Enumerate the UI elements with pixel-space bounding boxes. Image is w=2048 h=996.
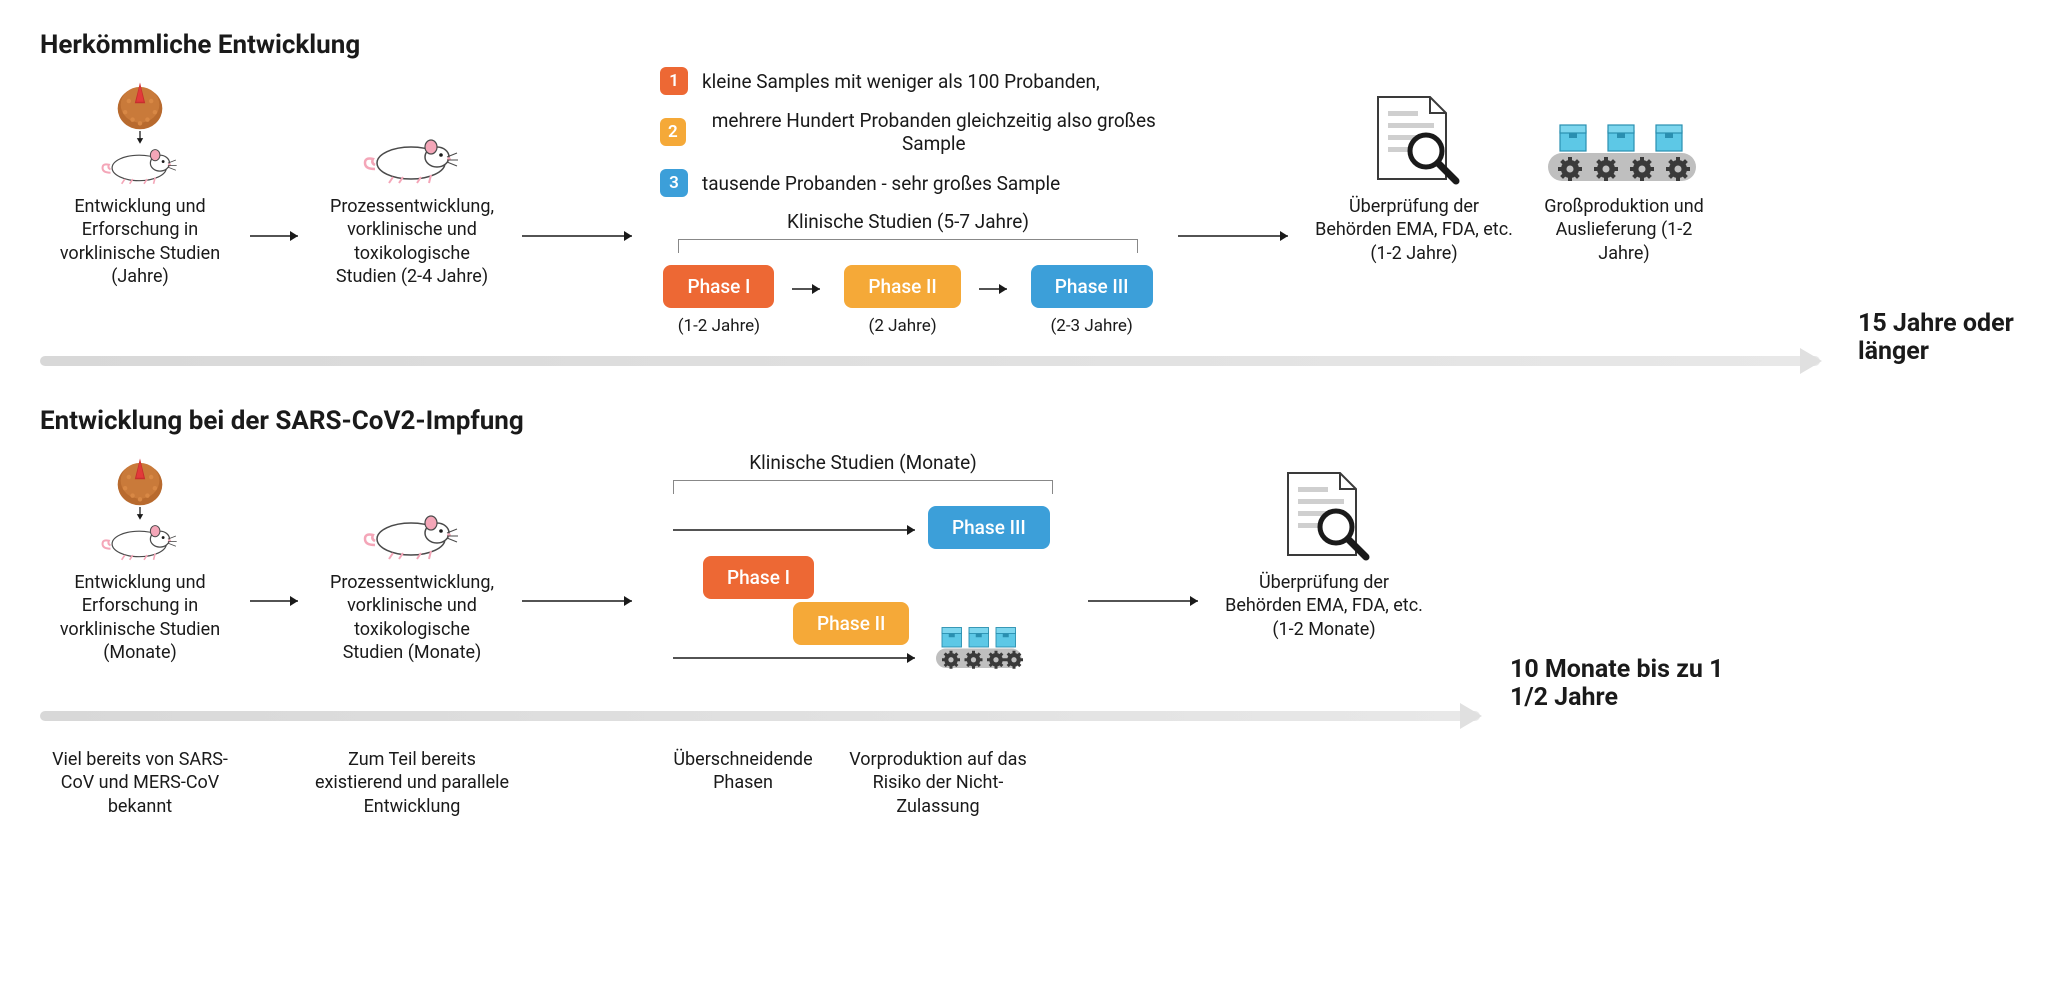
stage-research-label: Entwicklung und Erforschung in vorklinis… [50, 195, 230, 289]
phase2-pill-b: Phase II [793, 602, 909, 645]
phase3-pill: Phase III [1031, 265, 1153, 308]
phase1-pill-b: Phase I [703, 556, 814, 599]
legend-3-text: tausende Probanden - sehr großes Sample [702, 172, 1060, 195]
legend-1-text: kleine Samples mit weniger als 100 Proba… [702, 70, 1100, 93]
arrow [240, 595, 312, 607]
arrow [975, 283, 1017, 295]
legend-2: 2 mehrere Hundert Probanden gleichzeitig … [660, 109, 1168, 155]
conventional-title: Herkömmliche Entwicklung [40, 30, 2008, 60]
legend-3: 3 tausende Probanden - sehr großes Sample [660, 169, 1168, 197]
arrow [1168, 230, 1304, 242]
arrow [1078, 595, 1214, 607]
phase1-pill: Phase I [663, 265, 774, 308]
phase3-col: Phase III (2-3 Jahre) [1031, 265, 1153, 336]
stage-review-label: Überprüfung der Behörden EMA, FDA, etc. … [1314, 195, 1514, 265]
arrow [512, 230, 648, 242]
stage-review-b: Überprüfung der Behörden EMA, FDA, etc. … [1214, 451, 1434, 641]
legend-1: 1 kleine Samples mit weniger als 100 Prob… [660, 67, 1168, 95]
spike-mouse-icon [91, 75, 189, 185]
badge-3: 3 [660, 169, 688, 197]
legend-2-text: mehrere Hundert Probanden gleichzeitig a… [700, 109, 1168, 155]
phase1-col: Phase I (1-2 Jahre) [663, 265, 774, 336]
note-1: Viel bereits von SARS-CoV und MERS-CoV b… [40, 748, 240, 818]
sarscov2-section: Entwicklung bei der SARS-CoV2-Impfung En… [40, 406, 2008, 818]
stage-research: Entwicklung und Erforschung in vorklinis… [40, 75, 240, 289]
clinical-block: 1kleine Samples mit weniger als 100 Prob… [648, 75, 1168, 336]
stage-preclinical: Prozessentwicklung, vorklinische und tox… [312, 75, 512, 289]
conveyor-small-icon [933, 626, 1033, 680]
arrow [240, 230, 312, 242]
phases-row: Phase I (1-2 Jahre) Phase II (2 Jahre) P… [663, 265, 1152, 336]
sarscov2-title: Entwicklung bei der SARS-CoV2-Impfung [40, 406, 2008, 436]
note-2: Zum Teil bereits existierend und paralle… [312, 748, 512, 818]
phase1-dur: (1-2 Jahre) [678, 316, 760, 336]
phase2-dur: (2 Jahre) [869, 316, 937, 336]
badge-2: 2 [660, 118, 686, 146]
end-label-bottom: 10 Monate bis zu 1 1/2 Jahre [1510, 656, 1730, 711]
note-overlap: Überschneidende Phasen [648, 748, 838, 818]
arrow [673, 524, 923, 536]
stage-preclinical-b-label: Prozessentwicklung, vorklinische und tox… [322, 571, 502, 665]
clinical-title-b: Klinische Studien (Monate) [749, 451, 977, 474]
conventional-row: Entwicklung und Erforschung in vorklinis… [40, 75, 2008, 336]
conveyor-icon [1544, 75, 1704, 185]
timeline-bar-bottom [40, 711, 1480, 721]
stage-research-b: Entwicklung und Erforschung in vorklinis… [40, 451, 240, 665]
mouse-icon [363, 451, 461, 561]
bottom-notes-row: Viel bereits von SARS-CoV und MERS-CoV b… [40, 733, 2008, 818]
stage-review: Überprüfung der Behörden EMA, FDA, etc. … [1304, 75, 1524, 265]
clinical-block-b: Klinische Studien (Monate) Phase III Pha… [648, 451, 1078, 656]
end-label-top: 15 Jahre oder länger [1858, 310, 2028, 365]
phase2-pill: Phase II [844, 265, 960, 308]
doc-icon [1368, 75, 1460, 185]
stage-production: Großproduktion und Auslieferung (1-2 Jah… [1524, 75, 1724, 265]
phase3-pill-b: Phase III [928, 506, 1050, 549]
bracket [673, 480, 1053, 494]
phase3-dur: (2-3 Jahre) [1050, 316, 1132, 336]
stage-production-label: Großproduktion und Auslieferung (1-2 Jah… [1534, 195, 1714, 265]
stage-research-b-label: Entwicklung und Erforschung in vorklinis… [50, 571, 230, 665]
stage-preclinical-b: Prozessentwicklung, vorklinische und tox… [312, 451, 512, 665]
arrow [673, 652, 923, 664]
arrow [512, 595, 648, 607]
badge-1: 1 [660, 67, 688, 95]
doc-icon [1278, 451, 1370, 561]
clinical-title: Klinische Studien (5-7 Jahre) [787, 210, 1029, 233]
stage-review-b-label: Überprüfung der Behörden EMA, FDA, etc. … [1224, 571, 1424, 641]
timeline-bar-top [40, 356, 1820, 366]
arrow [788, 283, 830, 295]
phase-legend: 1 kleine Samples mit weniger als 100 Prob… [660, 67, 1168, 211]
stage-preclinical-label: Prozessentwicklung, vorklinische und tox… [322, 195, 502, 289]
mouse-icon [363, 75, 461, 185]
note-preprod: Vorproduktion auf das Risiko der Nicht-Z… [838, 748, 1038, 818]
bracket [678, 239, 1138, 253]
conventional-section: Herkömmliche Entwicklung Entwicklung und… [40, 30, 2008, 366]
phase2-col: Phase II (2 Jahre) [844, 265, 960, 336]
spike-mouse-icon [91, 451, 189, 561]
